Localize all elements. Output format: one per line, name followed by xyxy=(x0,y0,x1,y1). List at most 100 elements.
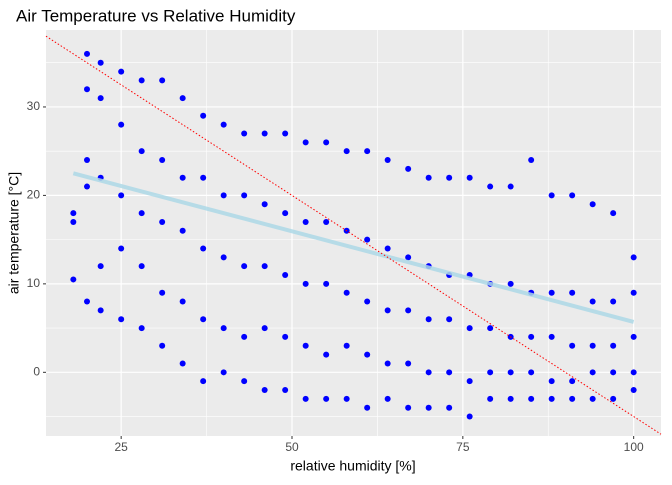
point xyxy=(179,174,186,181)
point xyxy=(487,183,494,190)
point xyxy=(282,272,289,279)
point xyxy=(630,387,637,394)
point xyxy=(507,183,514,190)
point xyxy=(507,280,514,287)
point xyxy=(261,130,268,137)
point xyxy=(630,333,637,340)
point xyxy=(487,325,494,332)
chart-title: Air Temperature vs Relative Humidity xyxy=(16,6,296,25)
point xyxy=(323,395,330,402)
point xyxy=(528,395,535,402)
point xyxy=(589,298,596,305)
point xyxy=(159,157,166,164)
point xyxy=(84,183,90,190)
point xyxy=(487,395,494,402)
y-axis-label: air temperature [°C] xyxy=(6,172,22,294)
y-tick-label: 20 xyxy=(27,188,41,202)
point xyxy=(425,369,432,376)
point xyxy=(200,245,207,252)
point xyxy=(302,342,309,349)
point xyxy=(241,378,248,385)
point xyxy=(138,263,145,270)
point xyxy=(548,395,555,402)
point xyxy=(589,201,596,208)
point xyxy=(569,289,576,296)
point xyxy=(425,174,432,181)
point xyxy=(425,316,432,323)
point xyxy=(261,263,268,270)
point xyxy=(118,245,125,252)
point xyxy=(569,342,576,349)
point xyxy=(548,192,555,199)
point xyxy=(384,360,391,367)
point xyxy=(548,378,555,385)
point xyxy=(261,201,268,208)
point xyxy=(610,210,617,217)
point xyxy=(528,157,535,164)
point xyxy=(200,174,207,181)
fit-line xyxy=(72,171,635,324)
point xyxy=(323,351,330,358)
point xyxy=(70,276,77,283)
x-tick-label: 50 xyxy=(285,440,299,454)
point xyxy=(70,210,77,217)
point xyxy=(179,298,186,305)
point xyxy=(97,59,104,66)
point xyxy=(179,95,186,102)
point xyxy=(528,333,535,340)
point xyxy=(589,342,596,349)
point xyxy=(630,289,637,296)
point xyxy=(528,369,535,376)
point xyxy=(70,218,77,225)
point xyxy=(241,263,248,270)
point xyxy=(302,139,309,146)
point xyxy=(384,245,391,252)
point xyxy=(466,413,473,420)
point xyxy=(589,369,596,376)
point xyxy=(84,157,90,164)
point xyxy=(179,360,186,367)
point xyxy=(84,86,90,93)
x-tick-label: 100 xyxy=(624,440,644,454)
x-tick-label: 25 xyxy=(114,440,128,454)
point xyxy=(343,395,350,402)
point xyxy=(302,395,309,402)
point xyxy=(200,378,207,385)
panel xyxy=(46,30,661,436)
point xyxy=(507,369,514,376)
point xyxy=(446,369,453,376)
point xyxy=(302,218,309,225)
point xyxy=(118,121,125,128)
point xyxy=(589,395,596,402)
x-tick-label: 75 xyxy=(456,440,470,454)
point xyxy=(446,316,453,323)
point xyxy=(364,236,371,243)
point xyxy=(446,174,453,181)
point xyxy=(569,192,576,199)
point xyxy=(384,157,391,164)
point xyxy=(302,280,309,287)
point xyxy=(241,333,248,340)
point xyxy=(405,404,412,411)
point xyxy=(323,280,330,287)
point xyxy=(220,121,227,128)
y-tick-label: 0 xyxy=(33,364,40,378)
point xyxy=(610,369,617,376)
point xyxy=(343,342,350,349)
point xyxy=(610,395,617,402)
point xyxy=(384,307,391,314)
point xyxy=(364,404,371,411)
point xyxy=(159,289,166,296)
point xyxy=(138,325,145,332)
point xyxy=(466,174,473,181)
point xyxy=(343,289,350,296)
point xyxy=(138,148,145,155)
y-tick-label: 10 xyxy=(27,276,41,290)
point xyxy=(323,139,330,146)
point xyxy=(179,227,186,234)
point xyxy=(343,148,350,155)
point xyxy=(548,289,555,296)
point xyxy=(569,378,576,385)
point xyxy=(97,263,104,270)
